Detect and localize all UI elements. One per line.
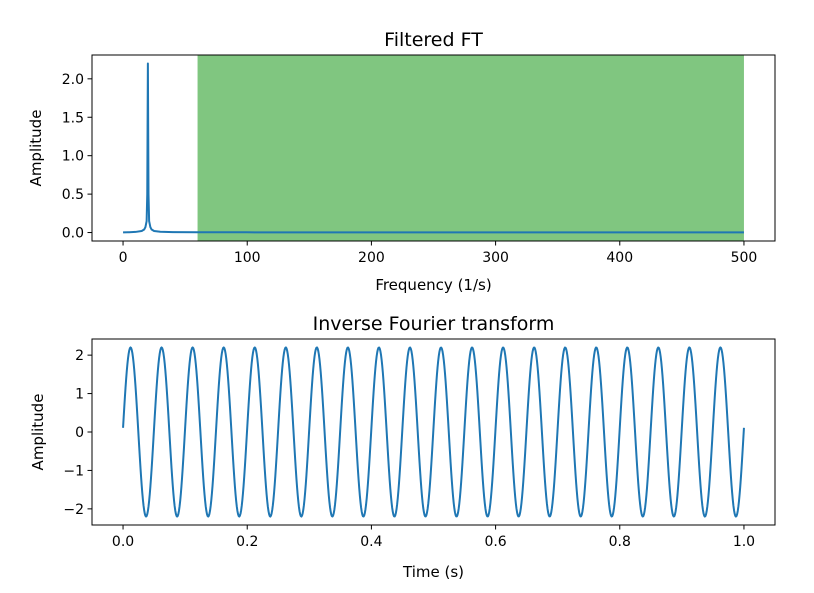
bottom-chart-x-ticks: 0.0 0.2 0.4 0.6 0.8 1.0: [112, 525, 755, 550]
bottom-chart-plot-area: [122, 346, 745, 518]
bottom-chart-series-line-0: [122, 346, 745, 518]
top-chart-x-ticks: 0 100 200 300 400 500: [119, 241, 758, 266]
top-chart-x-tick-label: 200: [358, 250, 385, 266]
top-chart-series-line-0: [123, 62, 744, 234]
bottom-chart-y-tick-label: −1: [63, 463, 84, 479]
top-chart-x-axis-label: Frequency (1/s): [375, 276, 491, 294]
top-chart-x-tick-label: 400: [606, 250, 633, 266]
bottom-chart-x-tick-label: 0.4: [360, 534, 382, 550]
top-chart-y-ticks: 0.0 0.5 1.0 1.5 2.0: [62, 72, 92, 242]
top-chart-frame: [91, 54, 776, 242]
bottom-chart: Inverse Fourier transform 0.0 0.2 0.4 0.6 0.…: [29, 313, 776, 581]
bottom-chart-y-tick-label: 2: [75, 348, 84, 364]
top-chart-y-axis-label: Amplitude: [27, 110, 45, 187]
top-chart-title: Filtered FT: [384, 29, 483, 51]
bottom-chart-title: Inverse Fourier transform: [313, 313, 555, 335]
top-chart-shaded-region: [197, 55, 744, 241]
top-chart-y-tick-label: 1.5: [62, 110, 84, 126]
top-chart-y-tick-label: 0.5: [62, 187, 84, 203]
bottom-chart-x-tick-label: 0.8: [609, 534, 631, 550]
bottom-chart-x-axis-label: Time (s): [402, 563, 464, 581]
top-chart-x-tick-label: 300: [482, 250, 509, 266]
bottom-chart-y-tick-label: 0: [75, 425, 84, 441]
top-chart-y-tick-label: 1.0: [62, 149, 84, 165]
top-chart-plot-area: [123, 55, 744, 241]
top-chart-y-tick-label: 2.0: [62, 72, 84, 88]
top-chart-y-tick-label: 0.0: [62, 226, 84, 242]
bottom-chart-x-tick-label: 0.6: [484, 534, 506, 550]
bottom-chart-x-tick-label: 0.0: [112, 534, 134, 550]
bottom-chart-x-tick-label: 0.2: [236, 534, 258, 550]
bottom-chart-y-ticks: −2 −1 0 1 2: [63, 348, 92, 518]
top-chart-x-tick-label: 100: [234, 250, 261, 266]
top-chart: Filtered FT 0 100 200 300 400 500 0.0 0.5 1.0 1.…: [27, 29, 776, 294]
top-chart-x-tick-label: 0: [119, 250, 128, 266]
bottom-chart-y-axis-label: Amplitude: [29, 394, 47, 471]
top-chart-x-tick-label: 500: [731, 250, 758, 266]
bottom-chart-y-tick-label: 1: [75, 387, 84, 403]
bottom-chart-x-tick-label: 1.0: [733, 534, 755, 550]
bottom-chart-y-tick-label: −2: [63, 502, 84, 518]
